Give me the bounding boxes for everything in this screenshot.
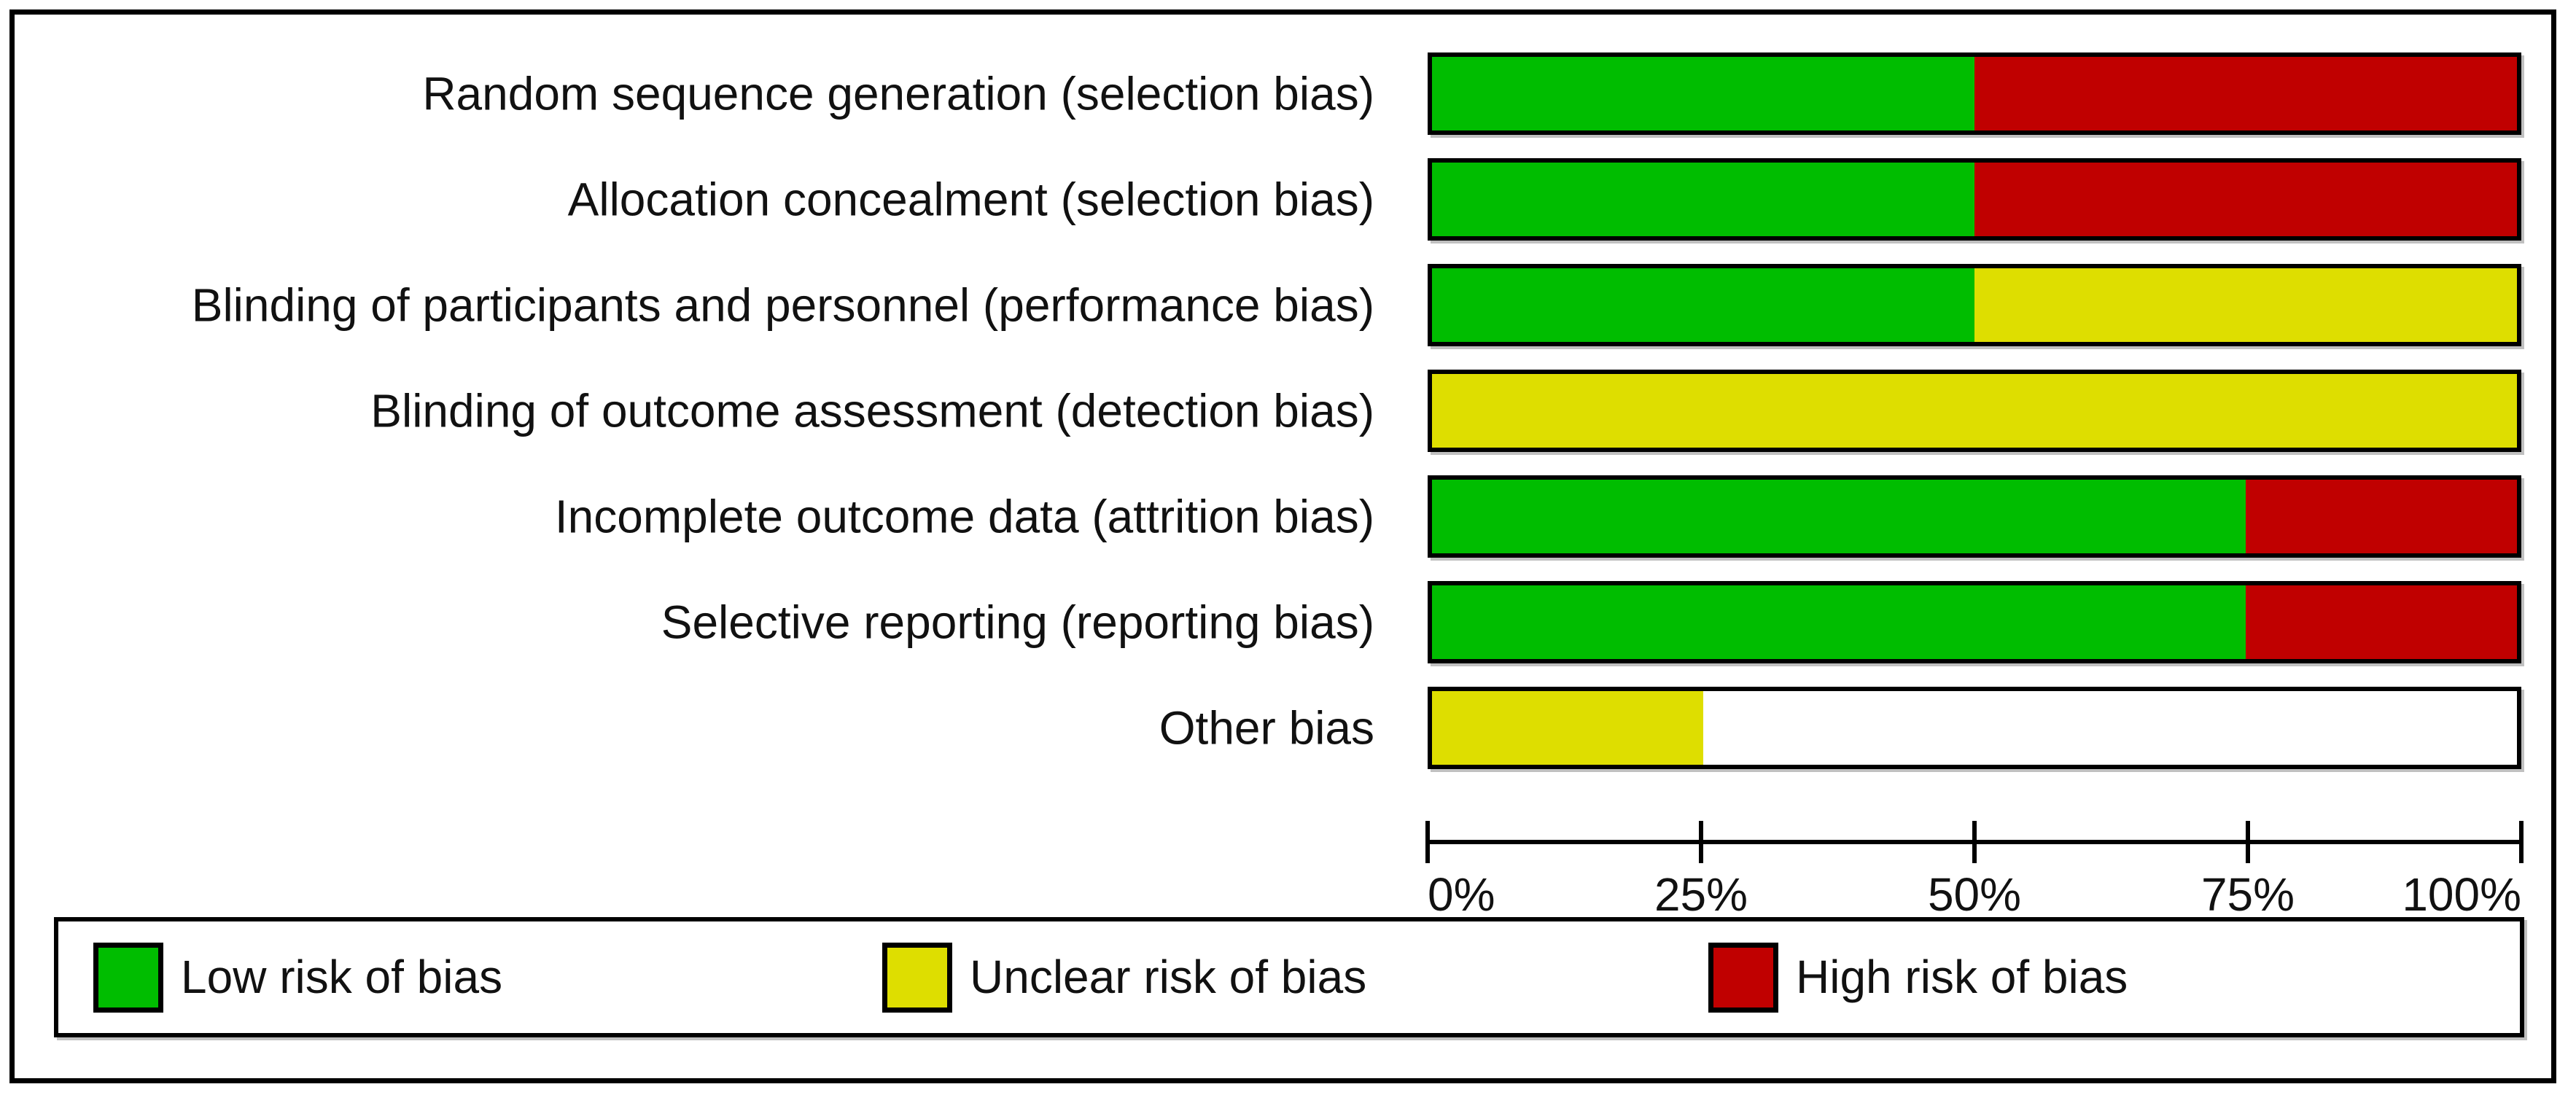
x-axis-tick (1972, 821, 1977, 863)
legend-entry: High risk of bias (1708, 921, 2128, 1033)
legend-entry: Low risk of bias (93, 921, 502, 1033)
legend-label: Low risk of bias (181, 950, 503, 1003)
bar-segment-high-risk-of-bias (2246, 585, 2517, 659)
legend-entry: Unclear risk of bias (882, 921, 1366, 1033)
row-label: Random sequence generation (selection bi… (422, 66, 1374, 120)
row-label: Allocation concealment (selection bias) (567, 172, 1374, 225)
legend: Low risk of bias Unclear risk of bias High… (54, 917, 2524, 1037)
x-axis-tick (2246, 821, 2250, 863)
x-axis-tick-label: 0% (1428, 868, 1495, 921)
bar-segment-low-risk-of-bias (1432, 268, 1974, 342)
row-label: Selective reporting (reporting bias) (661, 595, 1374, 648)
bar (1428, 581, 2521, 663)
x-axis-tick-label: 75% (2201, 868, 2295, 921)
legend-label: High risk of bias (1796, 950, 2128, 1003)
bar (1428, 158, 2521, 241)
bar-segment-low-risk-of-bias (1432, 585, 2246, 659)
bar (1428, 264, 2521, 346)
legend-swatch-high-risk-of-bias (1708, 942, 1778, 1013)
legend-swatch-low-risk-of-bias (93, 942, 163, 1013)
bar-segment-high-risk-of-bias (2246, 480, 2517, 553)
bar-segment-unclear-risk-of-bias (1432, 691, 1703, 765)
bar (1428, 687, 2521, 769)
bar-segment-low-risk-of-bias (1432, 480, 2246, 553)
bar (1428, 370, 2521, 452)
bar-segment-high-risk-of-bias (1974, 163, 2517, 236)
bar-segment-high-risk-of-bias (1974, 57, 2517, 130)
bar (1428, 475, 2521, 558)
bar-segment-low-risk-of-bias (1432, 57, 1974, 130)
bar-segment-low-risk-of-bias (1432, 163, 1974, 236)
bar-segment-unclear-risk-of-bias (1974, 268, 2517, 342)
bar (1428, 52, 2521, 135)
x-axis-tick (1425, 821, 1430, 863)
row-label: Other bias (1159, 701, 1374, 754)
legend-swatch-unclear-risk-of-bias (882, 942, 952, 1013)
row-label: Incomplete outcome data (attrition bias) (554, 489, 1374, 542)
x-axis-tick (1699, 821, 1703, 863)
x-axis-tick (2519, 821, 2524, 863)
legend-label: Unclear risk of bias (970, 950, 1367, 1003)
x-axis-tick-label: 25% (1654, 868, 1748, 921)
x-axis-tick-label: 100% (2402, 868, 2521, 921)
x-axis-tick-label: 50% (1927, 868, 2022, 921)
row-label: Blinding of participants and personnel (… (191, 278, 1374, 331)
bar-segment-unclear-risk-of-bias (1432, 374, 2517, 448)
row-label: Blinding of outcome assessment (detectio… (370, 383, 1374, 437)
